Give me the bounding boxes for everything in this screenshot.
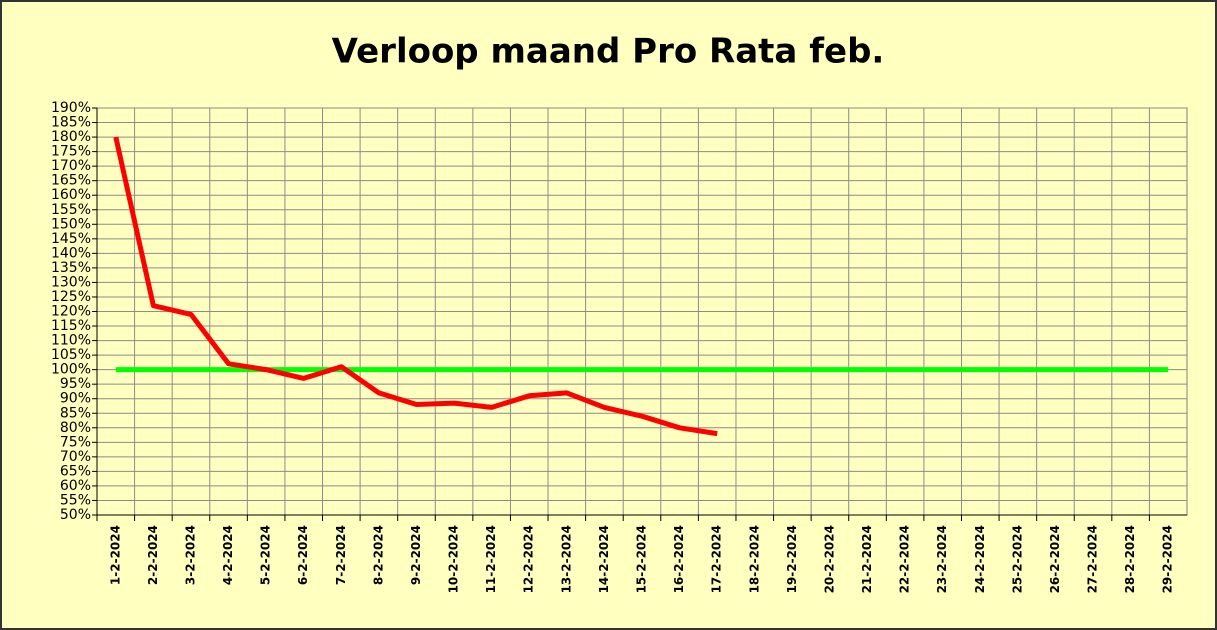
y-tick-label: 55%: [60, 492, 91, 508]
x-tick-label: 19-2-2024: [785, 525, 799, 593]
y-tick-label: 165%: [51, 173, 91, 189]
x-tick-label: 7-2-2024: [334, 525, 348, 585]
x-tick-label: 18-2-2024: [747, 525, 761, 593]
y-tick-label: 120%: [51, 304, 91, 320]
x-tick-label: 4-2-2024: [221, 525, 235, 585]
x-tick-label: 21-2-2024: [860, 525, 874, 593]
y-tick-label: 130%: [51, 274, 91, 290]
x-tick-label: 16-2-2024: [672, 525, 686, 593]
y-tick-label: 70%: [60, 449, 91, 465]
x-tick-label: 6-2-2024: [296, 525, 310, 585]
y-tick-label: 160%: [51, 187, 91, 203]
y-tick-label: 50%: [60, 507, 91, 523]
y-tick-label: 95%: [60, 376, 91, 392]
x-tick-label: 12-2-2024: [522, 525, 536, 593]
x-tick-label: 1-2-2024: [108, 525, 122, 585]
y-tick-label: 80%: [60, 420, 91, 436]
y-tick-label: 110%: [51, 333, 91, 349]
y-tick-label: 185%: [51, 115, 91, 131]
x-tick-label: 15-2-2024: [635, 525, 649, 593]
x-tick-label: 29-2-2024: [1161, 525, 1175, 593]
y-tick-label: 150%: [51, 216, 91, 232]
y-tick-label: 175%: [51, 144, 91, 160]
x-tick-label: 26-2-2024: [1048, 525, 1062, 593]
y-tick-label: 145%: [51, 231, 91, 247]
y-tick-label: 75%: [60, 434, 91, 450]
y-tick-label: 85%: [60, 405, 91, 421]
x-tick-label: 23-2-2024: [935, 525, 949, 593]
x-tick-label: 3-2-2024: [183, 525, 197, 585]
x-tick-label: 24-2-2024: [973, 525, 987, 593]
y-tick-label: 60%: [60, 478, 91, 494]
y-tick-label: 180%: [51, 129, 91, 145]
x-tick-label: 13-2-2024: [559, 525, 573, 593]
y-tick-label: 65%: [60, 463, 91, 479]
x-tick-label: 17-2-2024: [710, 525, 724, 593]
x-tick-label: 10-2-2024: [447, 525, 461, 593]
x-tick-label: 22-2-2024: [898, 525, 912, 593]
y-tick-label: 125%: [51, 289, 91, 305]
series-line: [113, 136, 718, 437]
y-tick-label: 140%: [51, 245, 91, 261]
x-tick-label: 20-2-2024: [822, 525, 836, 593]
x-tick-label: 25-2-2024: [1010, 525, 1024, 593]
x-tick-label: 8-2-2024: [371, 525, 385, 585]
y-tick-label: 105%: [51, 347, 91, 363]
x-tick-label: 9-2-2024: [409, 525, 423, 585]
x-tick-label: 14-2-2024: [597, 525, 611, 593]
y-tick-label: 135%: [51, 260, 91, 276]
x-tick-label: 5-2-2024: [259, 525, 273, 585]
y-tick-label: 90%: [60, 391, 91, 407]
chart-title: Verloop maand Pro Rata feb.: [332, 32, 885, 72]
y-tick-label: 100%: [51, 362, 91, 378]
y-tick-label: 190%: [51, 100, 91, 116]
y-tick-label: 115%: [51, 318, 91, 334]
x-tick-label: 11-2-2024: [484, 525, 498, 593]
x-tick-label: 2-2-2024: [146, 525, 160, 585]
y-tick-label: 170%: [51, 158, 91, 174]
x-tick-label: 28-2-2024: [1123, 525, 1137, 593]
x-tick-label: 27-2-2024: [1086, 525, 1100, 593]
y-tick-label: 155%: [51, 202, 91, 218]
